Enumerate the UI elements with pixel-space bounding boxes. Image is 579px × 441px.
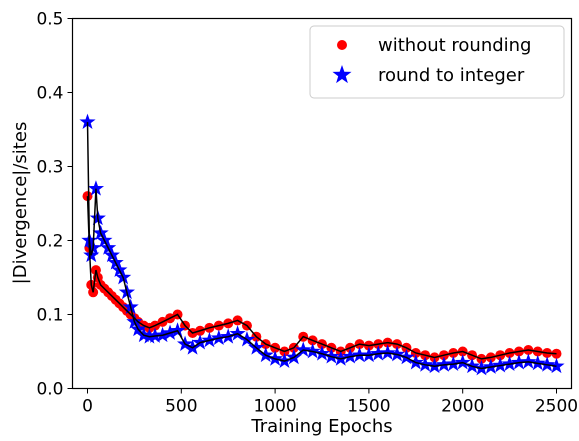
data-point-star <box>435 356 453 372</box>
data-point-star <box>417 356 434 372</box>
data-point-star <box>267 350 284 366</box>
data-point-star <box>520 353 537 369</box>
x-tick-label: 2000 <box>441 397 484 417</box>
series-layer <box>79 113 565 376</box>
data-point-circle <box>82 191 93 202</box>
data-point-star <box>313 345 331 361</box>
data-point-star <box>360 346 377 363</box>
data-point-circle <box>551 348 562 359</box>
data-point-star <box>79 113 96 129</box>
data-point-star <box>146 327 164 343</box>
data-point-star <box>529 354 546 371</box>
legend-marker-round-to-integer <box>332 65 352 84</box>
data-point-star <box>220 328 237 344</box>
data-point-star <box>426 357 443 374</box>
x-axis-title: Training Epochs <box>250 416 392 437</box>
data-point-star <box>539 356 556 372</box>
data-point-star <box>398 348 415 365</box>
data-point-star <box>323 348 340 364</box>
plot-frame <box>71 17 573 390</box>
y-tick-label: 0.0 <box>36 380 63 400</box>
y-tick-label: 0.3 <box>36 158 63 178</box>
y-axis-title: |Divergence|/sites <box>10 122 31 285</box>
data-point-star <box>510 354 528 370</box>
data-point-star <box>342 348 359 364</box>
data-point-star <box>379 344 396 360</box>
data-point-star <box>154 326 171 343</box>
data-point-star <box>370 345 387 361</box>
data-point-star <box>482 358 499 374</box>
legend-box <box>309 25 565 99</box>
data-point-star <box>473 360 490 376</box>
data-point-star <box>169 322 186 338</box>
x-tick-label: 0 <box>82 397 93 417</box>
legend-label-without-rounding: without rounding <box>378 35 531 56</box>
data-point-star <box>141 328 158 344</box>
y-tick-label: 0.5 <box>36 10 63 30</box>
data-point-star <box>548 357 565 374</box>
data-point-star <box>87 180 105 196</box>
y-tick-label: 0.1 <box>36 306 63 326</box>
data-point-star <box>445 355 462 371</box>
y-axis: 0.0 0.1 0.2 0.3 0.4 0.5 <box>36 10 73 400</box>
x-tick-label: 1500 <box>347 397 390 417</box>
legend-marker-without-rounding <box>337 40 347 50</box>
data-point-star <box>501 355 518 371</box>
data-point-star <box>454 354 471 370</box>
x-tick-label: 2500 <box>535 397 578 417</box>
data-point-star <box>332 350 349 366</box>
y-tick-label: 0.4 <box>36 84 63 104</box>
y-tick-label: 0.2 <box>36 232 63 252</box>
data-point-star <box>210 329 227 346</box>
data-point-star <box>201 331 218 348</box>
data-point-star <box>388 345 406 362</box>
x-axis: 0 500 1000 1500 2000 2500 <box>82 388 578 417</box>
x-tick-label: 1000 <box>253 397 296 417</box>
data-point-star <box>295 341 312 357</box>
data-point-star <box>463 357 481 374</box>
data-point-star <box>276 352 293 368</box>
data-point-star <box>191 334 209 350</box>
legend: without rounding round to integer <box>309 25 565 99</box>
series-line <box>86 196 557 360</box>
series-line <box>86 122 557 370</box>
data-point-star <box>229 325 246 341</box>
x-tick-label: 500 <box>165 397 197 417</box>
data-point-star <box>304 343 321 359</box>
legend-label-round-to-integer: round to integer <box>378 65 525 86</box>
data-point-star <box>492 357 509 373</box>
data-point-star <box>161 324 179 340</box>
data-point-star <box>351 346 368 363</box>
